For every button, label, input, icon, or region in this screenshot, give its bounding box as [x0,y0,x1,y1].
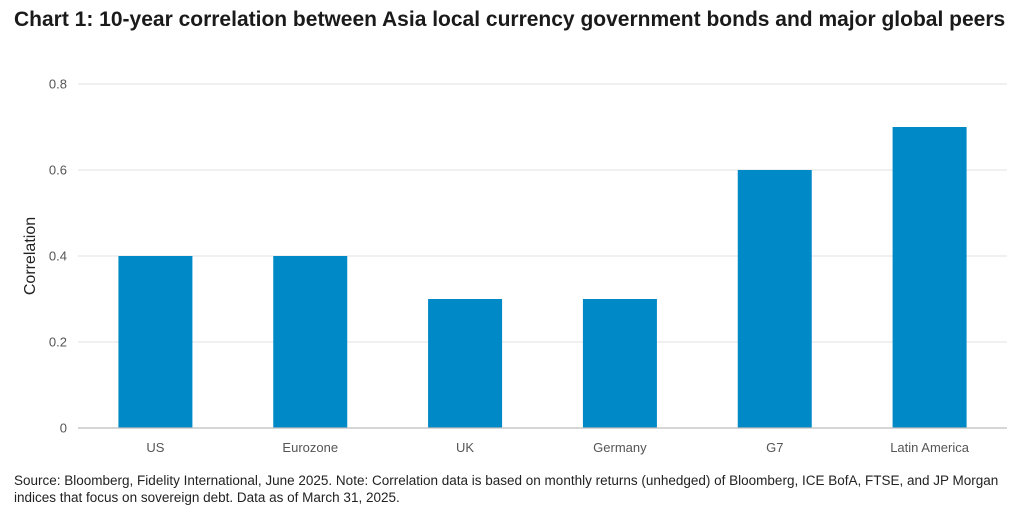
bar-eurozone [273,256,348,428]
y-axis-ticks: 0 0.2 0.4 0.6 0.8 [49,77,67,436]
x-tick-label: Latin America [890,440,970,455]
bar-us [118,256,193,428]
x-axis-ticks: US Eurozone UK Germany G7 Latin America [146,440,969,455]
bar-germany [582,299,657,428]
bar-g7 [737,170,812,428]
y-axis-label: Correlation [22,217,39,295]
x-tick-label: G7 [766,440,783,455]
y-tick-label: 0 [60,421,67,436]
chart-title: Chart 1: 10-year correlation between Asi… [14,8,1006,31]
x-tick-label: UK [456,440,474,455]
bars [118,127,967,428]
y-tick-label: 0.4 [49,249,67,264]
bar-uk [428,299,503,428]
source-note: Source: Bloomberg, Fidelity Internationa… [14,473,999,505]
bar-latin-america [892,127,967,428]
y-tick-label: 0.8 [49,77,67,92]
x-tick-label: Germany [593,440,647,455]
x-tick-label: Eurozone [282,440,338,455]
y-tick-label: 0.6 [49,163,67,178]
x-tick-label: US [146,440,164,455]
bar-chart: 0 0.2 0.4 0.6 0.8 US Eurozone UK Germany G7 Latin… [22,77,1007,455]
gridlines [78,83,1007,343]
y-tick-label: 0.2 [49,335,67,350]
